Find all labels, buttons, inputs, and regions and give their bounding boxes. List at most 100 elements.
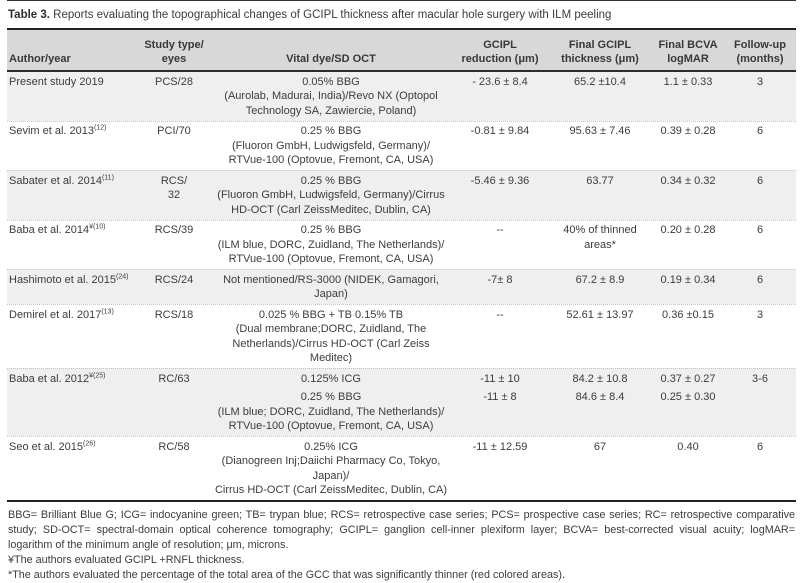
- final-thickness-cell: 67.2 ± 8.9: [575, 273, 625, 286]
- row-entries: Not mentioned/RS-3000 (NIDEK, Gamagori, …: [213, 273, 727, 302]
- final-bcva-cell: 0.34 ± 0.32: [660, 174, 716, 187]
- final-bcva-cell: 1.1 ± 0.33: [663, 75, 713, 88]
- final-thickness-cell: 52.61 ± 13.97: [566, 308, 634, 321]
- text-line: Follow-up: [734, 39, 786, 51]
- author-cell: Sevim et al. 2013(12): [9, 124, 107, 137]
- author-reference-superscript: (13): [101, 307, 114, 315]
- text-line: GCIPL: [483, 39, 517, 51]
- text-line: (Dual membrane;DORC, Zuidland, The: [235, 323, 427, 335]
- table-row: Present study 2019 PCS/28 0.05% BBG (Aurola…: [7, 72, 796, 121]
- followup-cell: 3: [756, 75, 764, 88]
- text-line: Author/year: [9, 52, 71, 65]
- row-entries: 0.25 % BBG (Fluoron GmbH, Ludwigsfeld, Ge…: [213, 174, 727, 218]
- author-cell: Seo et al. 2015(26): [9, 439, 96, 453]
- text-line: RCS/18: [154, 308, 194, 321]
- row-entry: 0.025 % BBG + TB 0.15% TB (Dual membrane;…: [213, 308, 727, 366]
- vital-dye-cell: 0.25 % BBG (ILM blue, DORC, Zuidland, The…: [213, 223, 449, 267]
- vital-dye-cell: 0.125% ICG: [213, 372, 449, 387]
- header-cell-thick: Final GCIPL thickness (μm): [551, 39, 649, 66]
- gcipl-reduction-cell: --: [496, 308, 504, 321]
- author-reference-superscript: ¥(10): [89, 223, 106, 231]
- text-line: reduction (μm): [461, 52, 539, 65]
- text-line: (Aurolab, Madurai, India)/Revo NX (Optop…: [224, 90, 438, 102]
- gcipl-reduction-cell: -0.81 ± 9.84: [470, 125, 530, 137]
- gcipl-reduction-cell: --: [496, 224, 504, 236]
- row-entry: 0.25 % BBG (Fluoron GmbH, Ludwigsfeld, Ge…: [213, 124, 727, 168]
- gcipl-reduction-cell: -11 ± 8: [483, 391, 517, 403]
- text-line: PCS/28: [155, 75, 193, 88]
- study-type-cell: RC/58: [135, 440, 213, 455]
- final-bcva-cell: 0.36 ±0.15: [662, 308, 714, 321]
- author-cell: Hashimoto et al. 2015(24): [9, 272, 129, 286]
- author-cell: Demirel et al. 2017(13): [9, 307, 114, 321]
- row-entries: 0.25 % BBG (ILM blue, DORC, Zuidland, The…: [213, 223, 727, 267]
- table-row: Baba et al. 2014¥(10) RCS/39 0.25 % BBG (IL…: [7, 219, 796, 270]
- gcipl-reduction-cell: -11 ± 12.59: [472, 440, 528, 453]
- text-line: (ILM blue; DORC, Zuidland, The Netherlan…: [217, 405, 445, 418]
- text-line: Final GCIPL: [568, 39, 632, 51]
- final-thickness-cell: 65.2 ±10.4: [574, 75, 626, 88]
- followup-cell: 6: [756, 440, 764, 453]
- vital-dye-cell: 0.05% BBG (Aurolab, Madurai, India)/Revo …: [213, 75, 449, 119]
- table-row: Sevim et al. 2013(12) PCI/70 0.25 % BBG (Fl…: [7, 120, 796, 171]
- text-line: Study type/: [144, 39, 204, 51]
- gcipl-reduction-cell: -11 ± 10: [480, 372, 520, 385]
- text-line: (Fluoron GmbH, Ludwigsfeld, Germany)/: [231, 139, 431, 152]
- row-entries: 0.25 % BBG (Fluoron GmbH, Ludwigsfeld, Ge…: [213, 124, 727, 168]
- row-entry: 0.05% BBG (Aurolab, Madurai, India)/Revo …: [213, 75, 727, 119]
- final-thickness-cell: 84.2 ± 10.8: [572, 372, 628, 385]
- text-line: RTVue-100 (Optovue, Fremont, CA, USA): [228, 154, 434, 166]
- text-line: (Fluoron GmbH, Ludwigsfeld, Germany)/Cir…: [217, 189, 445, 201]
- study-type-cell: PCI/70: [135, 124, 213, 139]
- author-reference-superscript: (12): [94, 124, 107, 132]
- author-cell: Present study 2019: [9, 75, 104, 88]
- header-cell-study: Study type/eyes: [135, 39, 213, 66]
- row-entry: 0.25 % BBG (Fluoron GmbH, Ludwigsfeld, Ge…: [213, 174, 727, 218]
- gcipl-reduction-cell: - 23.6 ± 8.4: [472, 75, 528, 88]
- gcipl-reduction-cell: -7± 8: [487, 273, 513, 286]
- row-entries: 0.25% ICG (Dianogreen Inj;Daiichi Pharmac…: [213, 440, 727, 498]
- study-type-cell: RCS/24: [135, 273, 213, 288]
- vital-dye-cell: 0.25 % BBG (Fluoron GmbH, Ludwigsfeld, Ge…: [213, 174, 449, 218]
- table-row: Baba et al. 2012¥(25) RC/63 0.125% ICG -11 …: [7, 368, 796, 436]
- study-type-cell: RC/63: [135, 372, 213, 387]
- followup-cell: 6: [756, 273, 764, 286]
- followup-cell: 6: [756, 224, 764, 236]
- text-line: Technology SA, Zawiercie, Poland): [245, 104, 417, 117]
- final-thickness-cell: 63.77: [586, 174, 614, 187]
- gcipl-reduction-cell: -5.46 ± 9.36: [470, 174, 530, 187]
- text-line: logMAR: [667, 52, 709, 65]
- caption-label: Table 3.: [8, 9, 50, 21]
- vital-dye-cell: 0.25 % BBG (ILM blue; DORC, Zuidland, The…: [213, 390, 449, 434]
- vital-dye-cell: 0.25% ICG (Dianogreen Inj;Daiichi Pharmac…: [213, 440, 449, 498]
- text-line: (ILM blue, DORC, Zuidland, The Netherlan…: [217, 238, 445, 251]
- table-row: Demirel et al. 2017(13) RCS/18 0.025 % BBG…: [7, 304, 796, 368]
- followup-cell: 3-6: [752, 372, 768, 385]
- row-entries: 0.125% ICG -11 ± 10 84.2 ± 10.8 0.37 ± 0.27…: [213, 372, 727, 434]
- text-line: RC/63: [158, 372, 190, 385]
- study-type-cell: RCS/39: [135, 223, 213, 238]
- data-table: Author/year Study type/eyes Vital dye/SD O…: [7, 28, 796, 502]
- author-cell: Baba et al. 2014¥(10): [9, 223, 106, 236]
- final-bcva-cell: 0.40: [677, 440, 699, 453]
- text-line: 0.05% BBG: [302, 75, 360, 88]
- text-line: thickness (μm): [561, 52, 639, 65]
- text-line: RCS/39: [154, 224, 194, 236]
- final-thickness-cell: 40% of thinned areas*: [563, 224, 637, 251]
- final-thickness-cell: 67: [593, 440, 607, 453]
- text-line: eyes: [161, 52, 187, 65]
- row-entry: Not mentioned/RS-3000 (NIDEK, Gamagori, …: [213, 273, 727, 302]
- followup-cell: 6: [756, 125, 764, 137]
- header-cell-red: GCIPL reduction (μm): [449, 39, 551, 66]
- final-thickness-cell: 84.6 ± 8.4: [575, 391, 625, 403]
- vital-dye-cell: 0.25 % BBG (Fluoron GmbH, Ludwigsfeld, Ge…: [213, 124, 449, 168]
- vital-dye-cell: 0.025 % BBG + TB 0.15% TB (Dual membrane;…: [213, 308, 449, 366]
- header-row: Author/year Study type/eyes Vital dye/SD O…: [7, 30, 796, 72]
- text-line: HD-OCT (Carl ZeissMeditec, Dublin, CA): [231, 203, 431, 216]
- text-line: RCS/24: [154, 273, 194, 286]
- text-line: Vital dye/SD OCT: [286, 52, 376, 65]
- footnote-line: *The authors evaluated the percentage of…: [8, 569, 565, 581]
- text-line: 0.125% ICG: [301, 372, 361, 385]
- text-line: 0.25 % BBG: [300, 391, 362, 403]
